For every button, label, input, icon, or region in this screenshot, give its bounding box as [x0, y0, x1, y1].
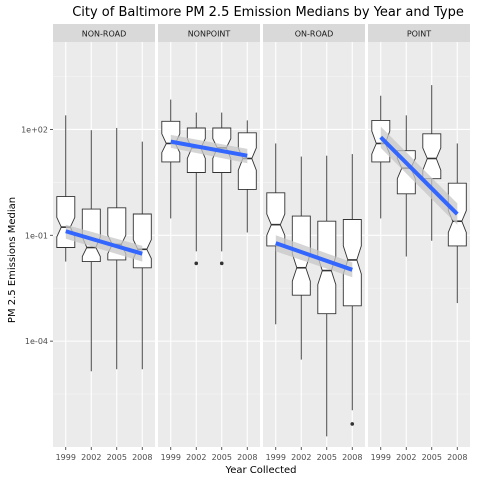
trend-line [65, 229, 143, 256]
x-axis-title: Year Collected [224, 465, 296, 476]
trend-line [170, 139, 248, 158]
x-tick-label: 2008 [132, 453, 152, 462]
facet-panel-nonpoint: NONPOINT 1999 2002 2005 2008 [158, 24, 260, 462]
facet-panels: NON-ROAD 1999 2002 2005 2008 NONPOINT 1999 2002… [53, 24, 470, 462]
outlier-point [219, 261, 224, 266]
x-tick-label: 1999 [56, 453, 76, 462]
facet-panel-point: POINT 1999 2002 2005 2008 [368, 24, 470, 462]
y-tick-label: 1e+02 [21, 125, 48, 134]
facet-panel-on-road: ON-ROAD 1999 2002 2005 2008 [263, 24, 365, 462]
facet-strip-label: NONPOINT [188, 30, 231, 39]
x-tick-label: 1999 [161, 453, 181, 462]
x-tick-label: 2002 [396, 453, 416, 462]
x-tick-label: 2005 [317, 453, 337, 462]
y-tick-label: 1e-01 [25, 231, 48, 240]
x-tick-label: 1999 [266, 453, 286, 462]
outlier-point [194, 261, 199, 266]
x-tick-label: 2002 [81, 453, 101, 462]
chart-title: City of Baltimore PM 2.5 Emission Median… [72, 5, 464, 20]
x-tick-label: 2002 [186, 453, 206, 462]
x-tick-label: 2005 [107, 453, 127, 462]
facet-panel-non-road: NON-ROAD 1999 2002 2005 2008 [53, 24, 155, 462]
x-tick-label: 2005 [212, 453, 232, 462]
facet-strip-label: NON-ROAD [82, 30, 127, 39]
outlier-point [350, 422, 355, 426]
x-tick-label: 2002 [291, 453, 311, 462]
facet-strip [158, 24, 260, 42]
y-tick-label: 1e-04 [25, 337, 48, 346]
y-axis: 1e-04 1e-01 1e+02 [21, 125, 53, 346]
box-body [422, 133, 442, 180]
y-axis-title: PM 2.5 Emissions Median [7, 197, 18, 323]
x-tick-label: 2008 [342, 453, 362, 462]
x-tick-label: 1999 [371, 453, 391, 462]
x-tick-label: 2008 [237, 453, 257, 462]
facet-strip [368, 24, 470, 42]
facet-strip-label: POINT [407, 30, 431, 39]
x-tick-label: 2008 [447, 453, 467, 462]
trend-line [379, 135, 459, 216]
trend-line [275, 241, 353, 272]
facet-strip [263, 24, 365, 42]
facet-strip-label: ON-ROAD [295, 30, 334, 39]
panel-background [158, 42, 260, 447]
facet-strip [53, 24, 155, 42]
x-tick-label: 2005 [422, 453, 442, 462]
